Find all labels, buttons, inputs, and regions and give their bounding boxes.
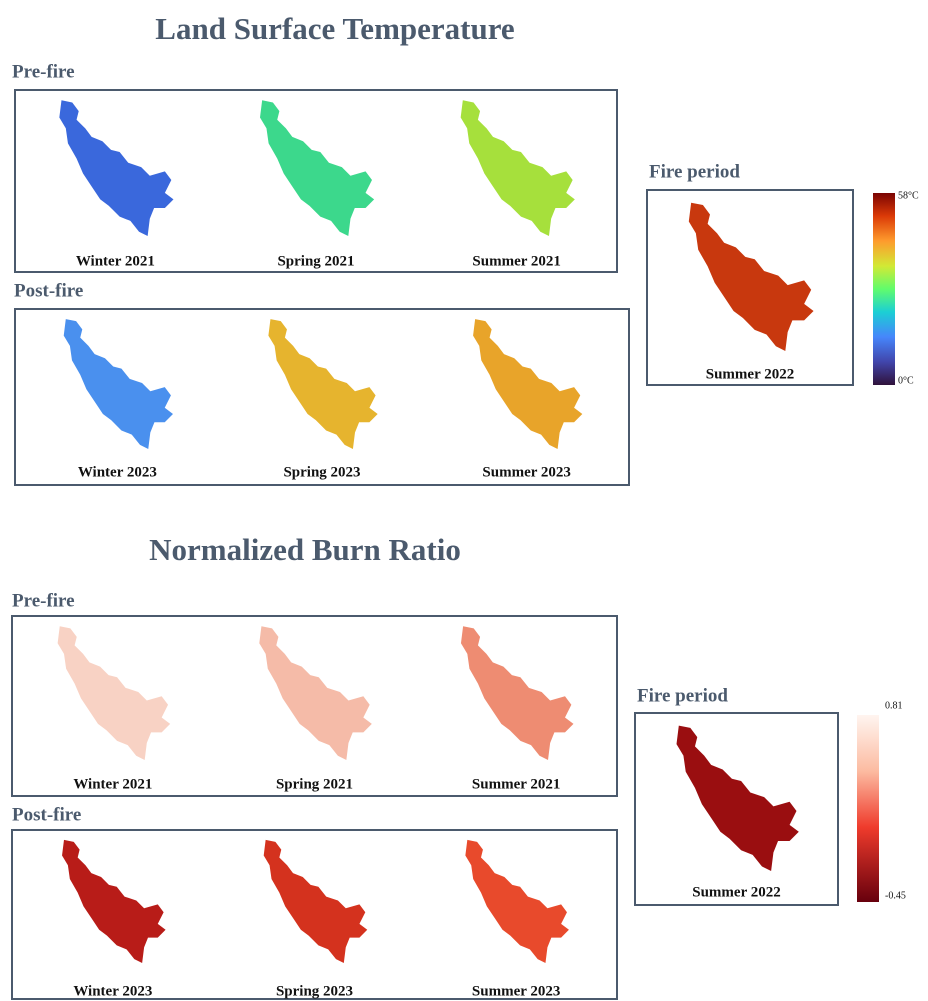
section-title: Land Surface Temperature <box>155 11 514 46</box>
panel-label: Spring 2021 <box>277 253 354 269</box>
colorbar <box>857 715 879 902</box>
map-shape <box>59 100 173 236</box>
group-label: Post-fire <box>12 804 81 825</box>
panel-label: Winter 2021 <box>73 776 152 792</box>
colorbar-min-label: 0°C <box>898 375 914 386</box>
group-label: Pre-fire <box>12 61 75 82</box>
map-shape <box>677 726 799 871</box>
map-shape <box>268 319 377 449</box>
section-title: Normalized Burn Ratio <box>149 532 461 567</box>
group-label: Pre-fire <box>12 590 75 611</box>
map-shape <box>64 319 173 449</box>
panel-label: Summer 2023 <box>472 983 560 999</box>
map-shape <box>473 319 582 449</box>
panel-label: Summer 2023 <box>482 464 570 480</box>
map-shape <box>62 840 166 963</box>
panel-label: Summer 2022 <box>706 366 794 382</box>
colorbar-min-label: -0.45 <box>885 890 906 901</box>
map-shape <box>259 626 372 760</box>
panel-label: Summer 2021 <box>472 253 560 269</box>
panel-label: Summer 2021 <box>472 776 560 792</box>
colorbar-max-label: 0.81 <box>885 700 903 711</box>
map-shape <box>465 840 569 963</box>
panel-label: Winter 2023 <box>73 983 152 999</box>
panel-label: Summer 2022 <box>692 884 780 900</box>
map-shape <box>264 840 368 963</box>
map-shape <box>58 626 171 760</box>
group-label: Post-fire <box>14 280 83 301</box>
panel-label: Spring 2023 <box>276 983 353 999</box>
figure: Land Surface Temperature Pre-fire Winter 2… <box>0 0 928 1001</box>
colorbar-max-label: 58°C <box>898 190 919 201</box>
map-shape <box>461 100 575 236</box>
panel-label: Winter 2021 <box>76 253 155 269</box>
map-shape <box>461 626 574 760</box>
panel-label: Winter 2023 <box>78 464 157 480</box>
panel-label: Spring 2023 <box>283 464 360 480</box>
panel-label: Spring 2021 <box>276 776 353 792</box>
group-label: Fire period <box>637 685 728 706</box>
group-label: Fire period <box>649 161 740 182</box>
map-shape <box>689 203 814 351</box>
map-shape <box>260 100 374 236</box>
colorbar <box>873 193 895 385</box>
